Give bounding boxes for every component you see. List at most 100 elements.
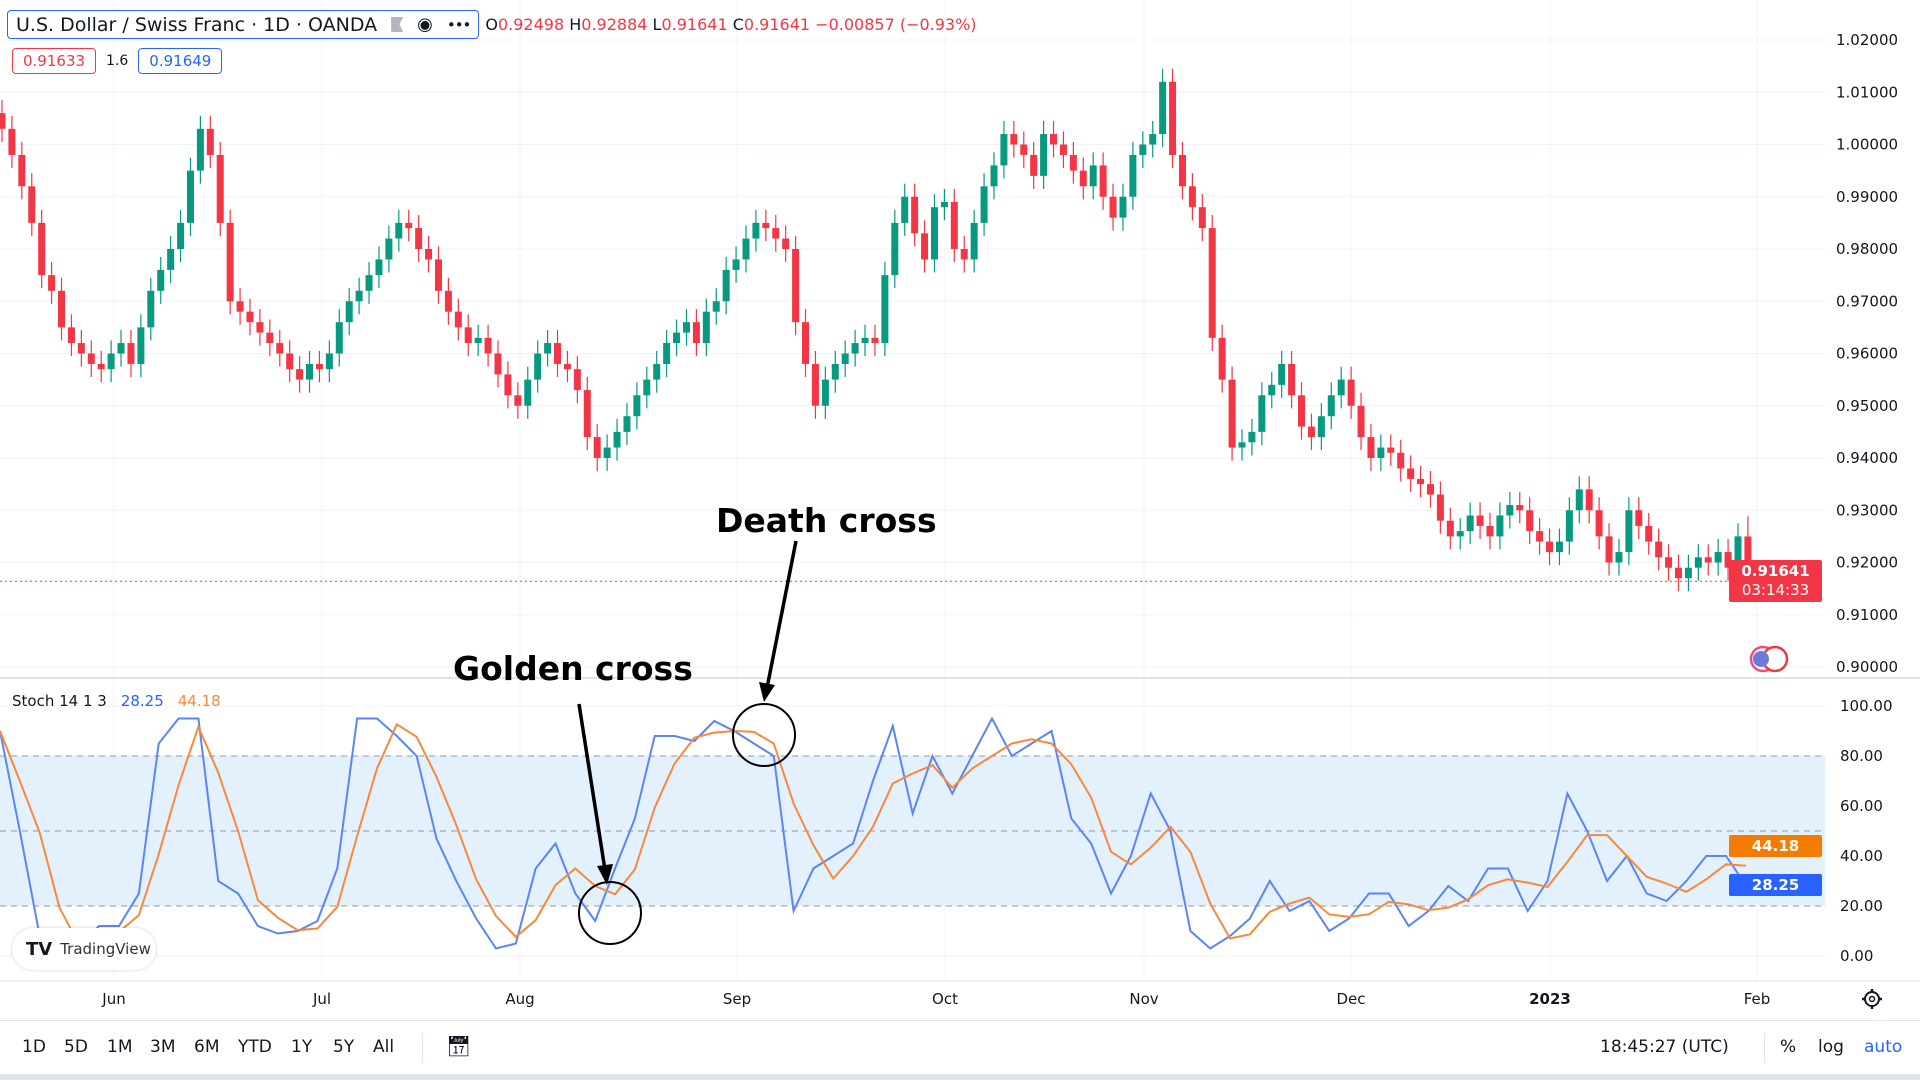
candle	[1020, 131, 1028, 169]
candle	[1466, 502, 1474, 545]
candle	[1050, 120, 1058, 158]
candle	[1000, 120, 1008, 179]
range-3m[interactable]: 3M	[150, 1037, 176, 1057]
candle	[276, 329, 284, 367]
toolbar-divider	[422, 1033, 423, 1063]
candle	[1059, 131, 1067, 169]
range-5d[interactable]: 5D	[64, 1037, 88, 1057]
candle	[375, 246, 383, 289]
candle	[236, 288, 244, 325]
candle	[1288, 350, 1296, 409]
death-cross-arrow	[765, 540, 798, 689]
stoch-tick-label: 0.00	[1840, 947, 1873, 965]
candle	[117, 329, 125, 367]
candle	[286, 340, 294, 383]
price-tick-label: 0.98000	[1836, 240, 1898, 258]
candle	[1248, 418, 1256, 456]
candle	[1367, 424, 1375, 472]
stoch-legend[interactable]: Stoch 14 1 3 28.25 44.18	[12, 692, 221, 710]
last-price-tag: 0.91641 03:14:33	[1729, 560, 1822, 602]
range-1d[interactable]: 1D	[22, 1037, 46, 1057]
price-tick-label: 1.01000	[1836, 83, 1898, 101]
candle	[444, 277, 452, 325]
range-1y[interactable]: 1Y	[291, 1037, 313, 1057]
candle	[1684, 554, 1692, 592]
candle	[1337, 366, 1345, 409]
candle	[1655, 528, 1663, 571]
buy-button[interactable]: 0.91649	[138, 48, 223, 74]
candle	[1506, 491, 1514, 529]
time-tick-label: Aug	[505, 990, 534, 1008]
candle	[752, 209, 760, 252]
death-arrow-head-icon	[759, 682, 775, 702]
candle	[296, 356, 304, 393]
candle	[1228, 366, 1236, 461]
candle	[673, 319, 681, 357]
candle	[782, 225, 790, 263]
goto-date-calendar-icon[interactable]: 📅︎	[446, 1034, 472, 1058]
range-all[interactable]: All	[373, 1037, 395, 1057]
candle	[48, 262, 56, 304]
candle	[623, 403, 631, 445]
candle	[1030, 141, 1038, 189]
range-5y[interactable]: 5Y	[333, 1037, 355, 1057]
range-ytd[interactable]: YTD	[238, 1037, 272, 1057]
candle	[1109, 183, 1117, 231]
candle	[395, 209, 403, 252]
currency-flags-icon[interactable]	[1749, 645, 1789, 673]
price-tick-label: 1.02000	[1836, 31, 1898, 49]
symbol-title: U.S. Dollar / Swiss Franc · 1D · OANDA	[16, 13, 378, 36]
candle	[8, 115, 16, 169]
spread: 1.6	[106, 53, 129, 69]
candle	[1575, 476, 1583, 524]
candle	[1625, 497, 1633, 566]
trade-row: 0.91633 1.6 0.91649	[12, 48, 223, 74]
percent-toggle[interactable]: %	[1780, 1037, 1797, 1057]
auto-toggle[interactable]: auto	[1864, 1037, 1903, 1057]
candle	[1417, 465, 1425, 498]
price-tick-label: 0.91000	[1836, 606, 1898, 624]
price-tick-label: 1.00000	[1836, 136, 1898, 154]
stoch-tick-label: 40.00	[1840, 847, 1883, 865]
stoch-title: Stoch 14 1 3	[12, 692, 107, 710]
candle	[1198, 194, 1206, 242]
candle	[702, 298, 710, 357]
clock-time[interactable]: 18:45:27 (UTC)	[1600, 1037, 1729, 1057]
sell-button[interactable]: 0.91633	[12, 48, 97, 74]
stoch-d-line	[0, 722, 1746, 947]
candle	[315, 350, 323, 383]
log-toggle[interactable]: log	[1818, 1037, 1844, 1057]
candle	[206, 115, 214, 169]
candle	[1298, 382, 1306, 440]
candle	[306, 350, 314, 393]
time-tick-label: Sep	[723, 990, 751, 1008]
death-cross-circle	[732, 703, 796, 767]
candle	[613, 418, 621, 461]
candle	[1526, 497, 1534, 545]
candle	[940, 188, 948, 221]
range-1m[interactable]: 1M	[107, 1037, 133, 1057]
candle	[1357, 392, 1365, 451]
candle	[1635, 497, 1643, 539]
flag-icon[interactable]	[391, 17, 404, 32]
settings-gear-icon[interactable]	[1862, 989, 1882, 1009]
stoch-tick-label: 60.00	[1840, 797, 1883, 815]
chart-canvas[interactable]: 1.02000 1.01000 1.00000 0.99000 0.98000 0.970…	[0, 0, 1920, 1020]
candle	[216, 141, 224, 236]
candle	[365, 262, 373, 304]
more-icon[interactable]: •••	[446, 15, 472, 34]
candle	[1089, 152, 1097, 200]
candle	[573, 356, 581, 404]
candle	[722, 256, 730, 315]
tradingview-logo[interactable]: TV TradingView	[12, 928, 156, 970]
candle	[0, 100, 6, 142]
candle	[1486, 512, 1494, 550]
range-6m[interactable]: 6M	[194, 1037, 220, 1057]
symbol-legend[interactable]: U.S. Dollar / Swiss Franc · 1D · OANDA ◉…	[7, 10, 480, 39]
candle	[1456, 518, 1464, 550]
candle	[1446, 507, 1454, 550]
candle	[544, 329, 552, 367]
candle	[405, 209, 413, 242]
candle	[1079, 157, 1087, 200]
eye-icon[interactable]: ◉	[417, 14, 433, 35]
